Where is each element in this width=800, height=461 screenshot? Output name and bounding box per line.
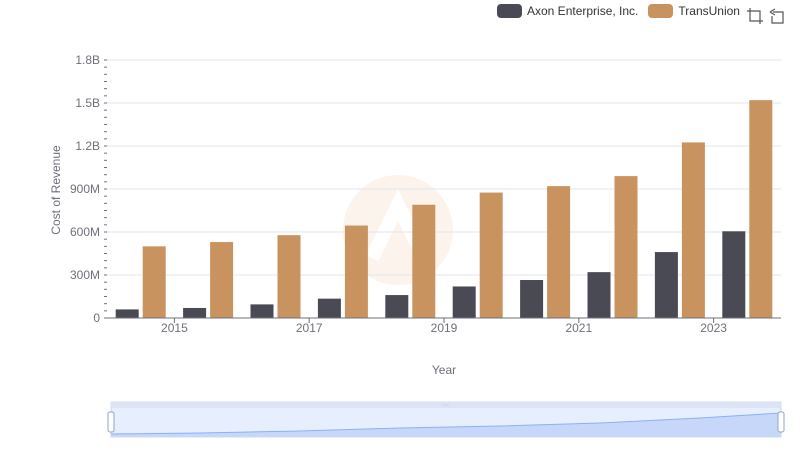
y-tick-label: 600M <box>70 225 100 239</box>
slider-handle-left[interactable] <box>107 411 115 433</box>
bar-axon-2014 <box>115 309 139 318</box>
legend: Axon Enterprise, Inc. TransUnion <box>497 4 750 18</box>
bar-axon-2016 <box>250 304 274 318</box>
x-tick-label: 2017 <box>296 321 323 335</box>
x-tick-label: 2021 <box>565 321 592 335</box>
legend-label-axon: Axon Enterprise, Inc. <box>527 4 639 18</box>
slider-top-bar[interactable] <box>111 402 781 408</box>
bar-transunion-2014 <box>142 246 166 318</box>
legend-label-transunion: TransUnion <box>678 4 740 18</box>
bar-transunion-2017 <box>344 225 368 318</box>
y-tick-label: 300M <box>70 268 100 282</box>
bars <box>115 100 773 318</box>
legend-swatch-transunion <box>648 4 674 18</box>
slider-line <box>110 412 782 435</box>
restore-icon[interactable] <box>768 7 786 25</box>
y-axis: 0 300M 600M 900M 1.2B 1.5B 1.8B <box>70 53 107 325</box>
zoom-icon[interactable] <box>746 7 764 25</box>
data-zoom-slider[interactable]: ⋯ <box>107 401 785 438</box>
bar-axon-2015 <box>183 307 207 318</box>
svg-text:⋯: ⋯ <box>443 403 449 409</box>
bar-transunion-2015 <box>210 242 234 318</box>
y-grid <box>107 59 781 276</box>
bar-axon-2021 <box>587 272 611 318</box>
x-tick-label: 2023 <box>700 321 727 335</box>
bar-transunion-2018 <box>412 204 436 318</box>
x-axis: 2015 2017 2019 2021 2023 <box>107 317 781 335</box>
bar-transunion-2022 <box>681 142 705 318</box>
bar-axon-2017 <box>317 298 341 318</box>
legend-item-axon[interactable]: Axon Enterprise, Inc. <box>497 4 638 18</box>
bar-axon-2019 <box>452 286 476 318</box>
x-tick-label: 2019 <box>431 321 458 335</box>
bar-transunion-2021 <box>614 176 638 318</box>
slider-area <box>111 413 781 437</box>
bar-axon-2018 <box>385 295 409 318</box>
y-axis-title: Cost of Revenue <box>49 145 63 235</box>
bar-transunion-2016 <box>277 235 301 318</box>
bar-axon-2020 <box>520 280 544 318</box>
y-tick-label: 1.5B <box>75 96 100 110</box>
legend-swatch-axon <box>497 4 522 18</box>
bar-axon-2023 <box>722 231 746 318</box>
bar-transunion-2019 <box>479 192 503 318</box>
y-tick-label: 900M <box>70 182 100 196</box>
slider-handle-right[interactable] <box>777 411 785 433</box>
y-tick-label: 0 <box>93 311 100 325</box>
bar-axon-2022 <box>654 252 678 318</box>
bar-transunion-2020 <box>547 186 571 318</box>
x-tick-label: 2015 <box>161 321 188 335</box>
toolbar <box>746 7 786 25</box>
y-tick-label: 1.2B <box>75 139 100 153</box>
legend-item-transunion[interactable]: TransUnion <box>648 4 740 18</box>
bar-transunion-2023 <box>749 100 773 318</box>
x-axis-title: Year <box>432 363 456 377</box>
y-tick-label: 1.8B <box>75 53 100 67</box>
